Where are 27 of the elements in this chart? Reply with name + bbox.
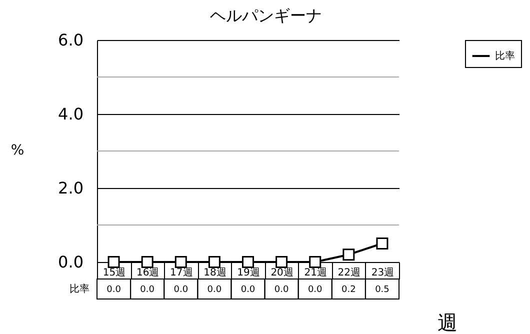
data-label: 0.2 (342, 285, 356, 295)
data-label: 0.0 (106, 285, 122, 295)
x-tick-label: 15週 (102, 268, 126, 278)
x-tick-label: 19週 (237, 268, 260, 278)
x-tick-label: 18週 (204, 268, 226, 278)
y-tick-label: 4.0 (58, 104, 84, 124)
y-tick-label: 0.0 (58, 252, 84, 272)
x-tick-label: 21週 (304, 268, 327, 278)
chart-title: ヘルパンギーナ (210, 6, 322, 25)
data-label: 0.0 (140, 285, 155, 295)
data-label: 0.0 (174, 285, 188, 295)
x-tick-label: 20週 (270, 268, 294, 278)
x-axis-title: 週 (438, 310, 458, 334)
data-label: 0.5 (375, 285, 390, 295)
data-label: 0.0 (240, 285, 256, 295)
data-label: 0.0 (207, 285, 222, 295)
x-tick-label: 23週 (371, 268, 394, 278)
y-tick-label: 2.0 (58, 178, 84, 198)
x-tick-label: 17週 (170, 268, 193, 278)
y-axis-title: % (10, 142, 24, 158)
y-tick-label: 6.0 (58, 30, 84, 50)
text: 比率 (70, 284, 90, 295)
data-label: 0.0 (308, 285, 323, 295)
x-tick-label: 16週 (136, 268, 160, 278)
data-label: 0.0 (274, 285, 289, 295)
x-tick-label: 22週 (338, 268, 361, 278)
legend-label: 比率 (495, 50, 515, 62)
